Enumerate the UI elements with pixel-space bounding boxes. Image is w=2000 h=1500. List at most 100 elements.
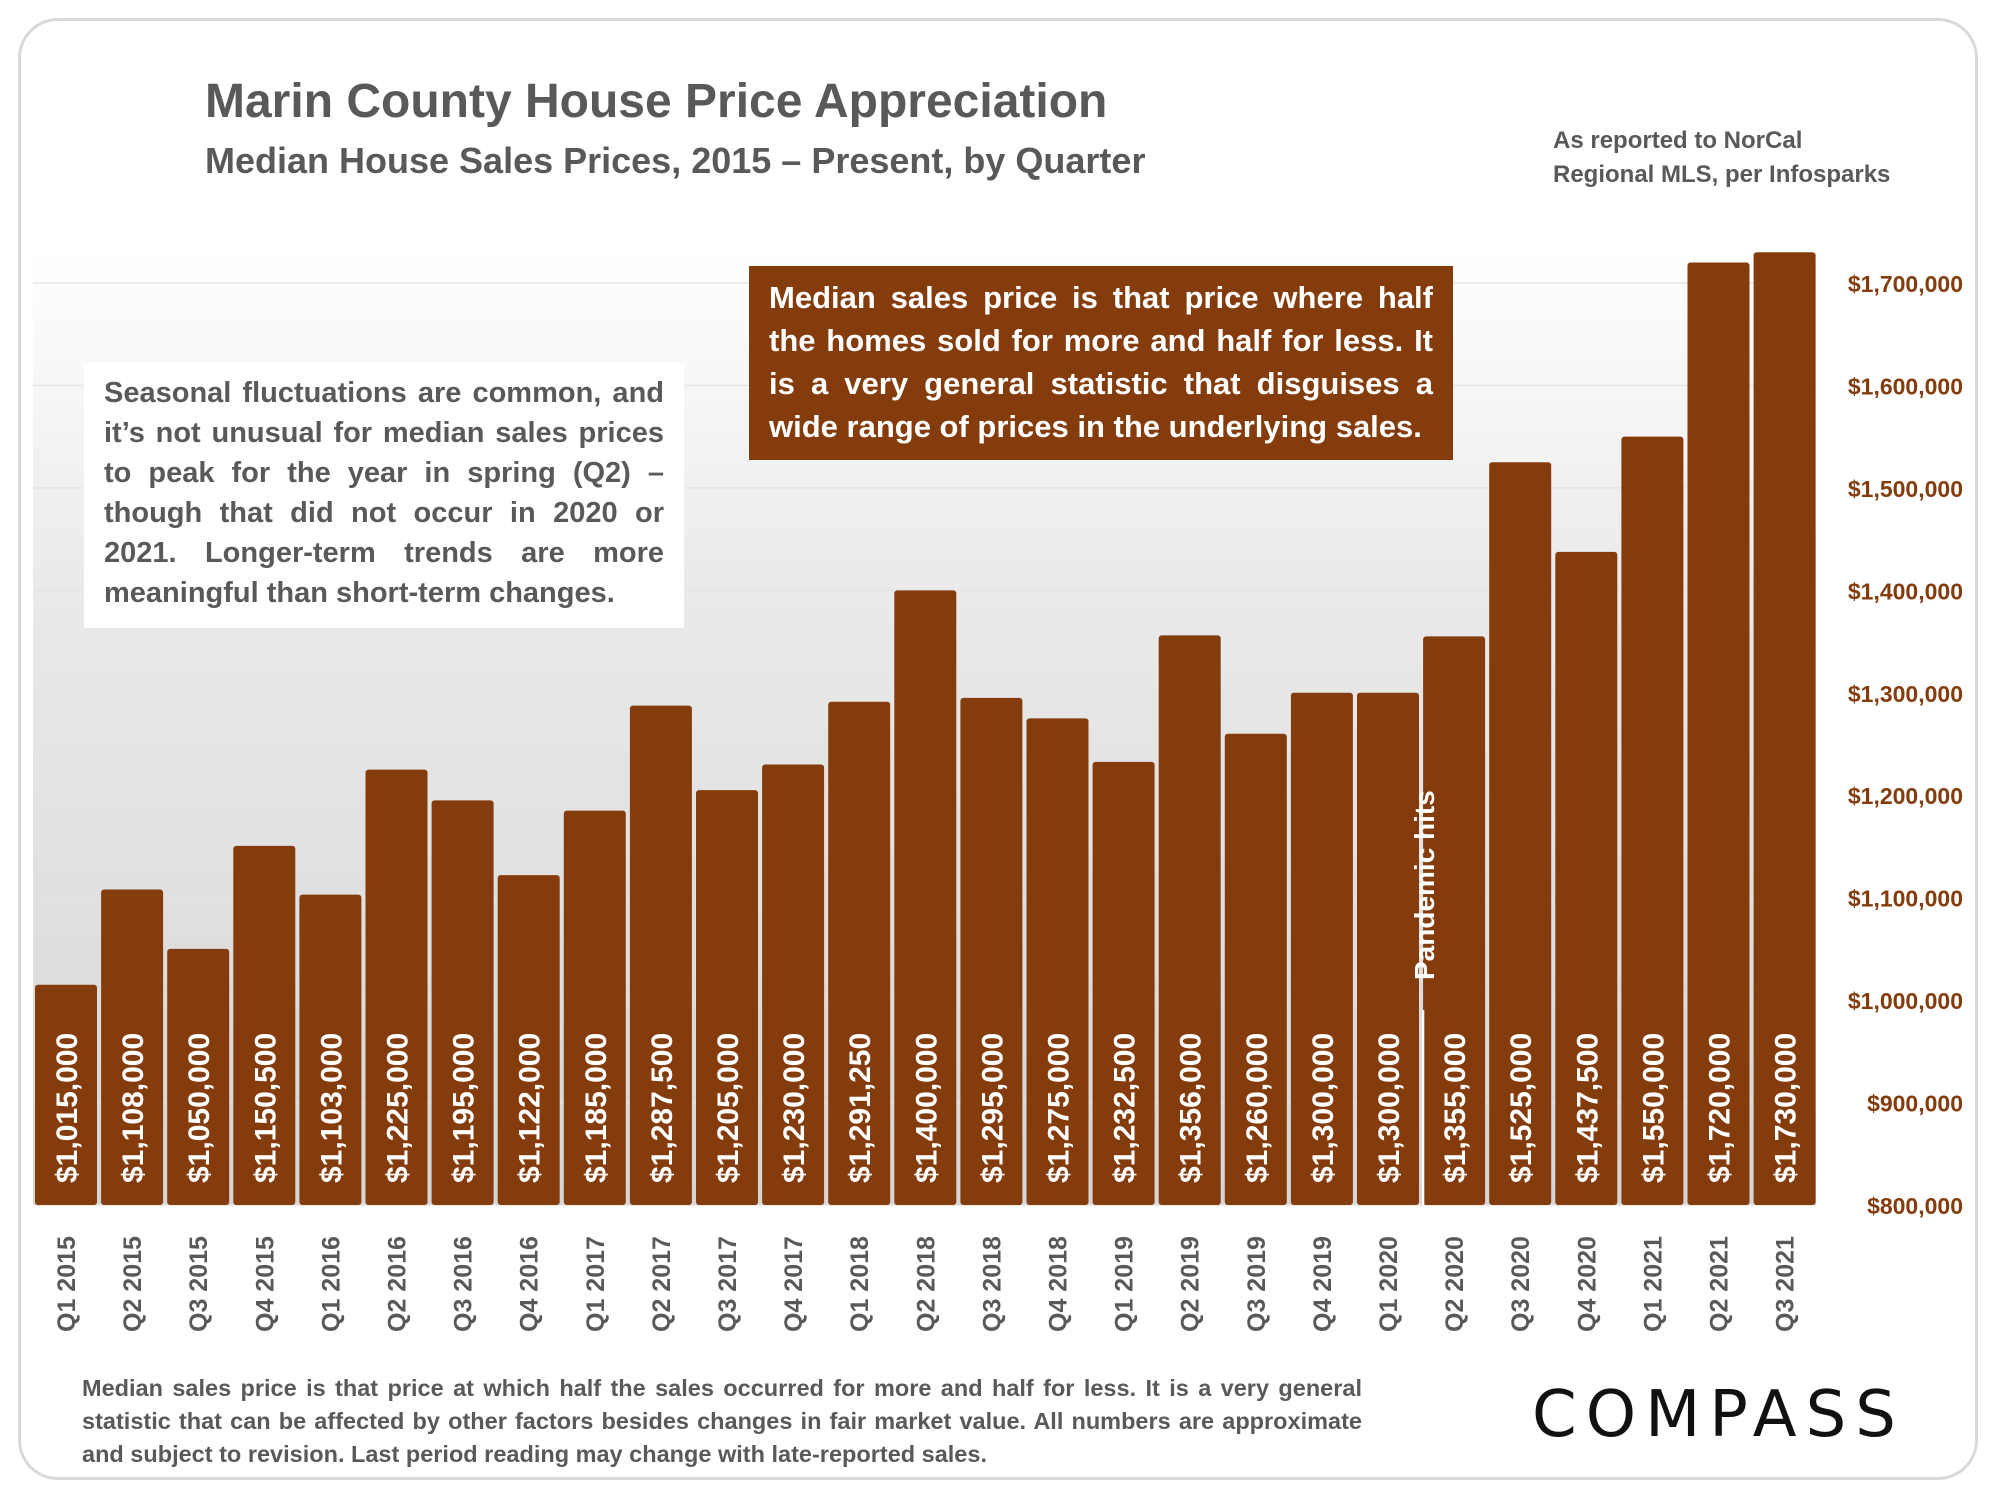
bar-data-label: $1,015,000	[51, 1033, 84, 1183]
bar-data-label: $1,355,000	[1439, 1033, 1472, 1183]
bar-data-label: $1,295,000	[976, 1033, 1009, 1183]
bar	[1290, 692, 1353, 1205]
x-tick-label: Q2 2016	[384, 1236, 412, 1332]
x-tick-label: Q2 2020	[1441, 1236, 1469, 1332]
source-note: As reported to NorCal Regional MLS, per …	[1553, 124, 1890, 192]
x-tick-label: Q2 2021	[1706, 1236, 1734, 1332]
x-tick-label: Q4 2016	[516, 1236, 544, 1332]
bar	[1224, 733, 1287, 1205]
bar-data-label: $1,730,000	[1770, 1033, 1803, 1183]
y-tick-label: $1,600,000	[1848, 373, 1963, 399]
median-definition-note: Median sales price is that price where h…	[749, 266, 1453, 460]
bar	[365, 769, 428, 1205]
bar-data-label: $1,050,000	[183, 1033, 216, 1183]
bar	[497, 875, 560, 1205]
bar-data-label: $1,185,000	[580, 1033, 613, 1183]
y-tick-label: $1,500,000	[1848, 476, 1963, 502]
x-tick-label: Q3 2018	[978, 1236, 1006, 1332]
bar-data-label: $1,232,500	[1109, 1033, 1142, 1183]
bar	[233, 845, 296, 1205]
bar-data-label: $1,275,000	[1043, 1033, 1076, 1183]
x-tick-label: Q2 2017	[648, 1236, 676, 1332]
x-tick-label: Q3 2015	[185, 1236, 213, 1332]
x-tick-label: Q1 2021	[1639, 1236, 1667, 1332]
bar-data-label: $1,103,000	[315, 1033, 348, 1183]
bar-data-label: $1,356,000	[1175, 1033, 1208, 1183]
x-tick-label: Q1 2015	[53, 1236, 81, 1332]
bar	[299, 894, 362, 1205]
bar-data-label: $1,550,000	[1637, 1033, 1670, 1183]
x-tick-label: Q3 2016	[450, 1236, 478, 1332]
bar	[1158, 635, 1221, 1205]
x-tick-label: Q1 2016	[317, 1236, 345, 1332]
bar-data-label: $1,300,000	[1373, 1033, 1406, 1183]
y-tick-label: $1,200,000	[1848, 783, 1963, 809]
x-tick-label: Q4 2017	[780, 1236, 808, 1332]
bar-data-label: $1,122,000	[514, 1033, 547, 1183]
bar	[1092, 761, 1155, 1205]
bar-data-label: $1,437,500	[1571, 1033, 1604, 1183]
y-tick-label: $800,000	[1867, 1193, 1963, 1219]
bar-data-label: $1,260,000	[1241, 1033, 1274, 1183]
x-tick-label: Q4 2020	[1573, 1236, 1601, 1332]
x-tick-label: Q4 2019	[1309, 1236, 1337, 1332]
bar-data-label: $1,225,000	[382, 1033, 415, 1183]
bar	[1423, 636, 1486, 1205]
y-tick-label: $1,700,000	[1848, 271, 1963, 297]
x-tick-label: Q3 2017	[714, 1236, 742, 1332]
chart-title: Marin County House Price Appreciation	[205, 75, 1108, 128]
bar	[629, 705, 692, 1205]
bar-data-label: $1,720,000	[1704, 1033, 1737, 1183]
source-line-1: As reported to NorCal	[1553, 127, 1803, 154]
bar-data-label: $1,205,000	[712, 1033, 745, 1183]
footnote: Median sales price is that price at whic…	[82, 1375, 1362, 1467]
x-tick-label: Q2 2019	[1177, 1236, 1205, 1332]
bar-data-label: $1,300,000	[1307, 1033, 1340, 1183]
x-tick-label: Q1 2019	[1111, 1236, 1139, 1332]
bar	[167, 948, 230, 1205]
x-tick-label: Q3 2020	[1507, 1236, 1535, 1332]
y-tick-label: $1,100,000	[1848, 886, 1963, 912]
x-tick-label: Q3 2019	[1243, 1236, 1271, 1332]
y-tick-label: $1,400,000	[1848, 578, 1963, 604]
x-tick-label: Q2 2015	[119, 1236, 147, 1332]
y-tick-label: $1,000,000	[1848, 988, 1963, 1014]
bar	[1621, 436, 1684, 1206]
bar-data-label: $1,400,000	[910, 1033, 943, 1183]
y-tick-label: $1,300,000	[1848, 681, 1963, 707]
x-tick-label: Q4 2015	[251, 1236, 279, 1332]
bar	[563, 810, 626, 1205]
x-tick-label: Q1 2018	[846, 1236, 874, 1332]
x-tick-label: Q1 2020	[1375, 1236, 1403, 1332]
bar	[1489, 462, 1552, 1205]
seasonal-note: Seasonal fluctuations are common, and it…	[84, 363, 684, 628]
x-tick-label: Q3 2021	[1772, 1236, 1800, 1332]
bar	[1555, 551, 1618, 1205]
bar-data-label: $1,525,000	[1505, 1033, 1538, 1183]
pandemic-annotation: Pandemic hits	[1409, 790, 1440, 980]
bar	[762, 764, 825, 1205]
bar	[1753, 252, 1816, 1205]
x-tick-label: Q4 2018	[1045, 1236, 1073, 1332]
compass-logo: COMPASS	[1532, 1378, 1905, 1452]
bar	[431, 800, 494, 1205]
bar	[960, 697, 1023, 1205]
bar	[1687, 262, 1750, 1205]
bar	[101, 889, 164, 1205]
source-line-2: Regional MLS, per Infosparks	[1553, 161, 1891, 188]
bar-data-label: $1,108,000	[117, 1033, 150, 1183]
bar	[1026, 718, 1089, 1205]
bar-data-label: $1,287,500	[646, 1033, 679, 1183]
bar-data-label: $1,230,000	[778, 1033, 811, 1183]
bar-data-label: $1,150,500	[249, 1033, 282, 1183]
bar	[696, 790, 758, 1205]
y-tick-label: $900,000	[1867, 1091, 1963, 1117]
bar	[894, 590, 957, 1205]
bar-data-label: $1,195,000	[448, 1033, 481, 1183]
bar	[35, 984, 97, 1205]
bar	[1357, 692, 1419, 1205]
x-tick-label: Q2 2018	[912, 1236, 940, 1332]
chart-subtitle: Median House Sales Prices, 2015 – Presen…	[205, 140, 1146, 181]
x-tick-label: Q1 2017	[582, 1236, 610, 1332]
